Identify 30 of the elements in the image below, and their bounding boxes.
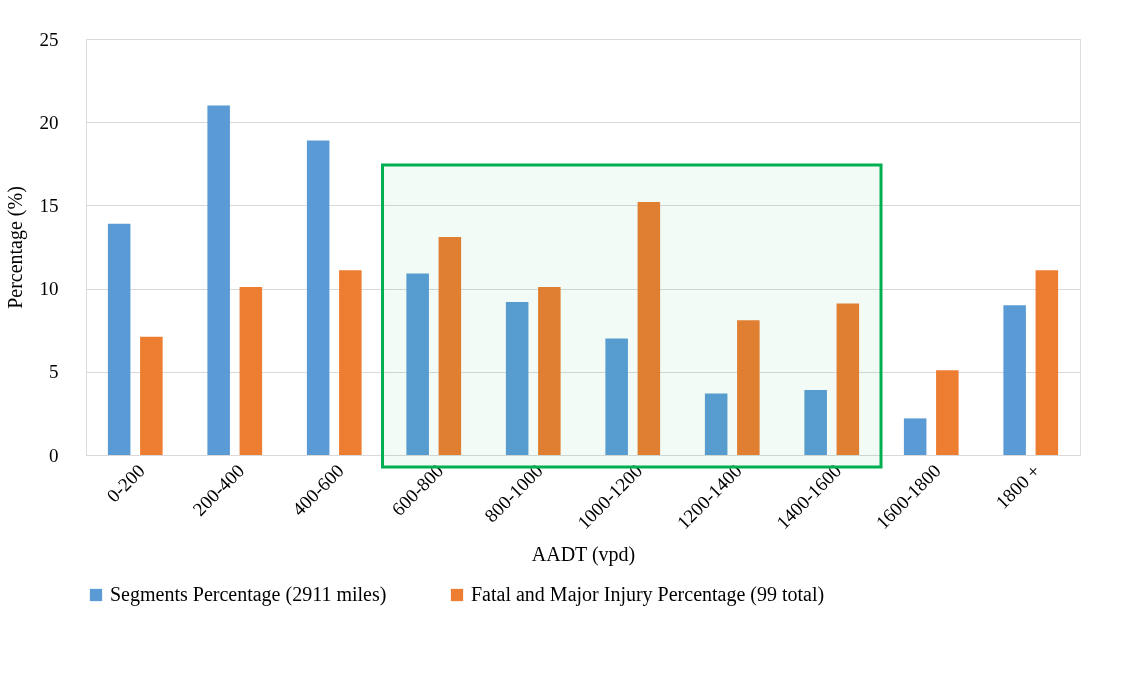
y-tick-label: 25	[39, 28, 59, 50]
bar	[140, 336, 163, 455]
y-tick-label: 5	[49, 361, 59, 383]
bar	[836, 303, 860, 455]
bar	[306, 140, 330, 455]
legend-label: Segments Percentage (2911 miles)	[110, 583, 387, 606]
bar	[605, 338, 628, 455]
bar	[239, 286, 263, 455]
legend-label: Fatal and Major Injury Percentage (99 total)	[471, 583, 825, 606]
bar	[704, 393, 728, 455]
x-axis-title: AADT (vpd)	[531, 543, 636, 567]
y-tick-label: 20	[39, 111, 59, 133]
y-axis-title: Percentage (%)	[3, 186, 27, 309]
bar	[406, 273, 429, 455]
bar	[339, 270, 362, 455]
bar	[1003, 305, 1026, 455]
y-tick-label: 0	[49, 444, 59, 466]
bar	[804, 390, 827, 455]
bar	[936, 370, 959, 455]
y-tick-label: 15	[39, 194, 59, 216]
bar	[637, 202, 661, 455]
y-tick-label: 10	[39, 278, 59, 300]
bar	[538, 286, 561, 455]
bar	[438, 237, 462, 455]
bar	[107, 223, 131, 455]
bar	[1035, 270, 1059, 455]
bar	[737, 320, 760, 455]
bar	[207, 105, 230, 455]
bar	[505, 301, 529, 455]
bar	[903, 418, 927, 455]
